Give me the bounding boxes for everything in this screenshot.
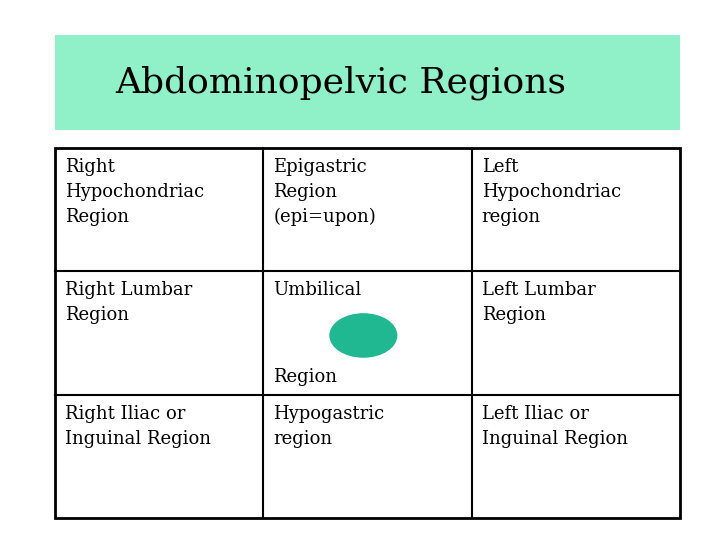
Text: Left Lumbar
Region: Left Lumbar Region	[482, 281, 595, 325]
Text: Right Iliac or
Inguinal Region: Right Iliac or Inguinal Region	[65, 404, 211, 448]
Text: Left Iliac or
Inguinal Region: Left Iliac or Inguinal Region	[482, 404, 628, 448]
Text: Umbilical: Umbilical	[274, 281, 361, 299]
Text: Hypogastric
region: Hypogastric region	[274, 404, 384, 448]
Text: Region: Region	[274, 368, 338, 386]
Ellipse shape	[330, 314, 397, 357]
Text: Right
Hypochondriac
Region: Right Hypochondriac Region	[65, 158, 204, 226]
Text: Abdominopelvic Regions: Abdominopelvic Regions	[115, 65, 566, 100]
Text: Left
Hypochondriac
region: Left Hypochondriac region	[482, 158, 621, 226]
Text: Right Lumbar
Region: Right Lumbar Region	[65, 281, 192, 325]
Bar	[55, 148, 680, 518]
Bar	[55, 35, 680, 130]
Text: Epigastric
Region
(epi=upon): Epigastric Region (epi=upon)	[274, 158, 376, 226]
